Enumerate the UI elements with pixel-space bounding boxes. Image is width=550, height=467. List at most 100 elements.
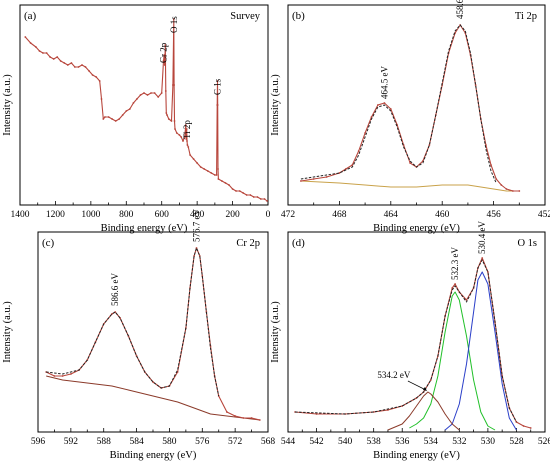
data-point [522,425,525,427]
panel-title: Cr 2p [236,238,260,249]
data-point [38,50,41,52]
series-line-peak [409,291,496,431]
data-point [187,146,190,148]
data-point [118,118,121,120]
data-point [162,60,165,62]
data-point [512,190,514,192]
panel-title: Ti 2p [515,11,537,22]
panel-label: (a) [24,10,37,22]
data-point [70,373,72,375]
x-tick-label: 452 [538,210,550,220]
x-tick-label: 532 [452,437,467,447]
data-point [235,190,238,192]
data-point [153,92,156,94]
peak-label: 586.6 eV [110,273,120,306]
data-point [150,92,153,94]
data-point [185,138,188,140]
data-point [84,66,87,68]
data-point [170,120,173,122]
data-point [160,92,163,94]
data-point [344,168,347,170]
data-point [481,257,484,259]
data-point [234,415,237,417]
x-tick-label: 540 [338,437,353,447]
chart-panel-2: 472 468 464 460 456 452 Binding energy (eV) Int… [270,0,550,234]
data-point [166,114,168,116]
data-point [228,184,230,186]
data-point [45,52,48,54]
data-point [364,132,366,134]
data-point [252,196,255,198]
data-point [104,116,106,118]
data-point [185,128,188,130]
peak-annotation: C 1s [213,78,223,95]
data-point [428,144,431,146]
data-point [474,84,477,86]
data-point [70,62,73,64]
data-point [184,124,187,126]
data-point [42,52,44,54]
peak-annotation: Ti 2p [182,120,192,139]
x-tick-label: 468 [332,210,347,220]
x-tick-label: 1000 [81,210,100,220]
series-line-background [300,180,520,192]
x-axis-title: Binding energy (eV) [373,450,460,461]
chart-panel-4: 544 542 540 538 536 534 532 530 528 526 Binding en… [270,221,550,461]
data-point [518,190,521,192]
data-point [182,140,184,142]
data-point [121,114,124,116]
data-point [500,184,503,186]
data-point [29,42,32,44]
data-point [61,375,64,377]
x-axis-title: Binding energy (eV) [101,223,188,234]
data-point [189,154,192,156]
data-point [221,180,223,182]
data-point [263,198,266,200]
data-point [77,66,80,68]
data-point [186,144,189,146]
data-point [490,164,492,166]
panel-title: Survey [230,11,260,22]
x-tick-label: 534 [424,437,439,447]
series-line-spectrum [45,247,260,421]
data-point [128,108,131,110]
data-point [300,180,302,182]
data-point [409,162,411,164]
data-point [370,116,373,118]
data-point [216,80,219,82]
data-point [389,108,392,110]
data-point [173,120,176,122]
peak-annotation: O 1s [169,16,179,33]
peak-label: 534.2 eV [377,370,410,380]
plot-frame [37,231,269,433]
data-point [242,192,245,194]
data-point [35,46,37,48]
data-point [226,411,228,413]
data-point [351,164,354,166]
panel-label: (b) [292,10,305,22]
data-point [98,80,101,82]
x-tick-label: 464 [384,210,399,220]
chart-panel-3: 596 592 588 584 580 576 572 568 Binding energy (… [2,209,275,461]
data-point [163,64,166,66]
data-point [59,60,62,62]
data-point [206,170,209,172]
x-tick-label: 592 [64,437,79,447]
x-tick-label: 528 [509,437,524,447]
x-tick-label: 538 [367,437,382,447]
series-line-fit-envelope [295,259,517,423]
arrow-head [422,387,427,391]
series-line-peak [387,391,460,431]
x-axis-title: Binding energy (eV) [373,223,460,234]
data-point [312,178,315,180]
x-tick-label: 596 [31,437,46,447]
x-tick-label: 584 [129,437,144,447]
data-point [249,194,252,196]
data-point [74,66,76,68]
data-point [81,64,83,66]
data-point [377,104,379,106]
data-point [49,56,51,58]
data-point [215,174,218,176]
panel-label: (c) [42,237,55,249]
